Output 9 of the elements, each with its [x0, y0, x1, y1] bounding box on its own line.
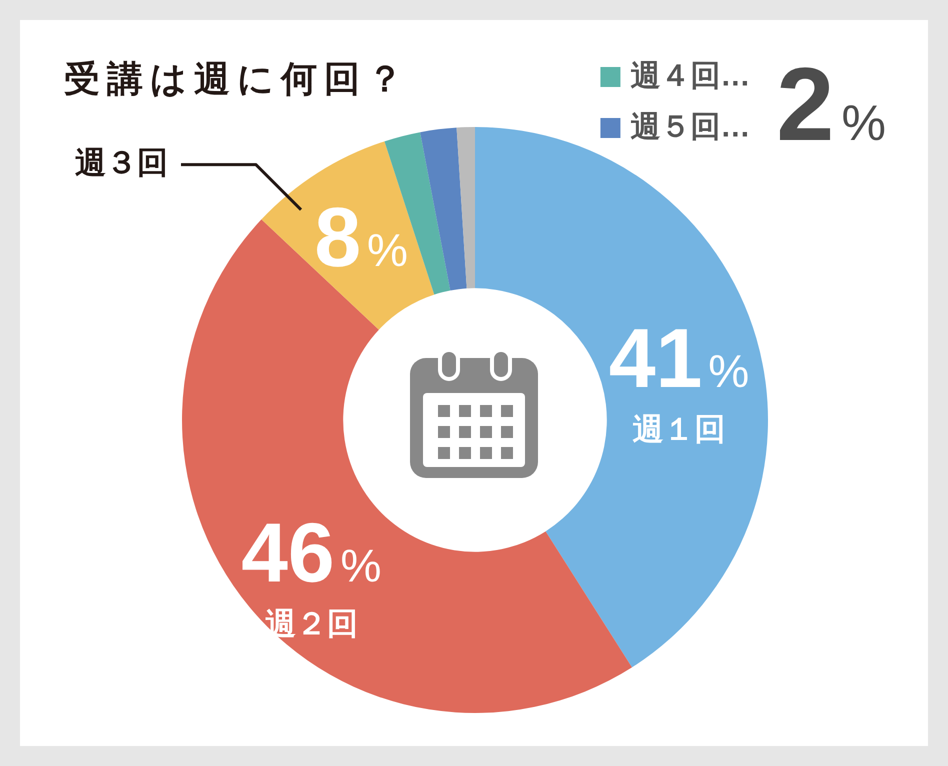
- legend-label: 週５回…: [630, 110, 750, 144]
- slice-label: 週１回: [632, 411, 726, 446]
- data-label: 8%: [314, 190, 408, 284]
- data-label: 2%: [776, 46, 886, 163]
- slice-label: 週３回: [74, 145, 168, 180]
- legend-label: 週４回…: [630, 59, 750, 92]
- chart-title: 受講は週に何回？: [64, 57, 410, 101]
- data-label: 46%: [241, 506, 382, 600]
- data-label: 41%: [608, 310, 750, 405]
